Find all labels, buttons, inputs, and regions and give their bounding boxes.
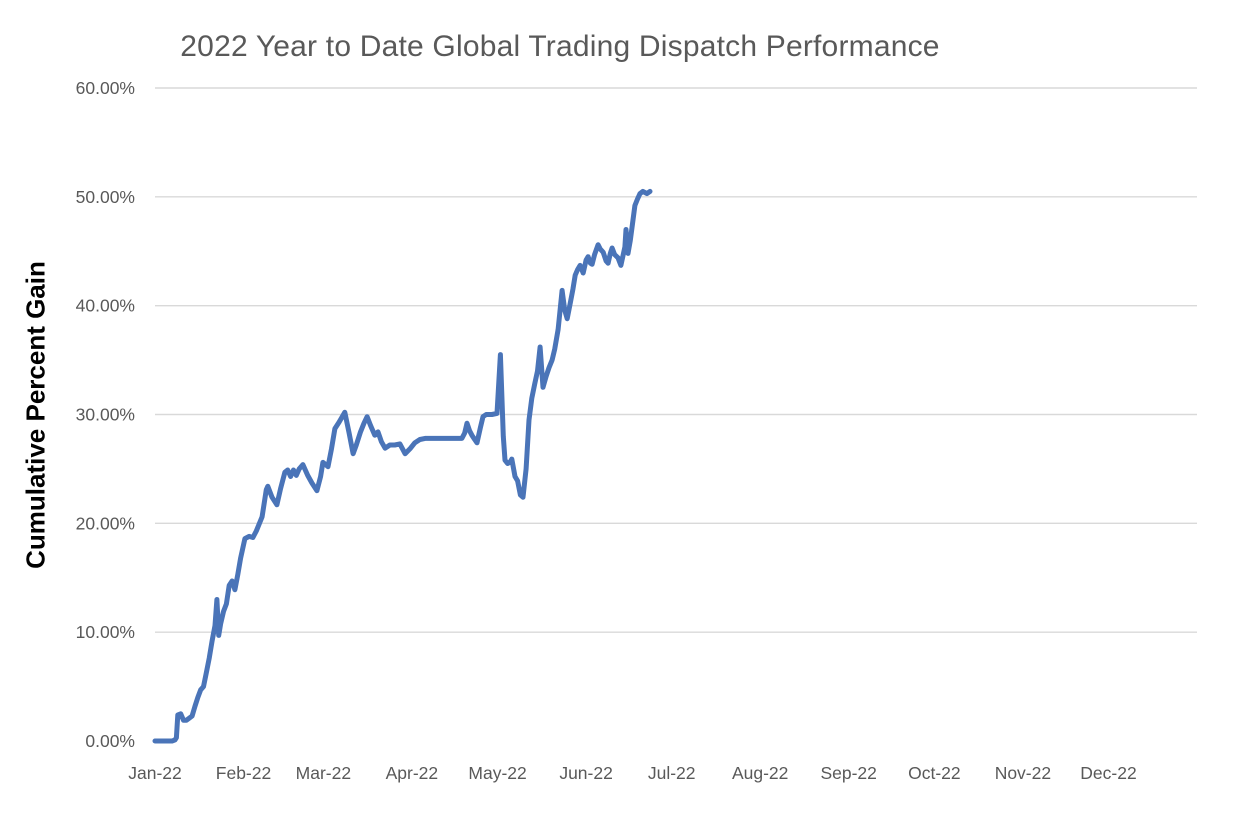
x-tick-label: Dec-22 xyxy=(1080,763,1136,783)
x-tick-label: Sep-22 xyxy=(820,763,876,783)
series-line xyxy=(152,188,653,744)
x-tick-label: Jan-22 xyxy=(128,763,182,783)
x-tick-label: Jul-22 xyxy=(648,763,696,783)
y-tick-label: 40.00% xyxy=(76,296,135,316)
y-tick-label: 10.00% xyxy=(76,622,135,642)
x-tick-label: Oct-22 xyxy=(908,763,961,783)
x-tick-label: Aug-22 xyxy=(732,763,788,783)
x-tick-label: May-22 xyxy=(468,763,526,783)
y-tick-label: 50.00% xyxy=(76,187,135,207)
x-tick-label: Feb-22 xyxy=(216,763,271,783)
y-tick-label: 30.00% xyxy=(76,405,135,425)
x-tick-label: Nov-22 xyxy=(995,763,1051,783)
x-tick-label: Jun-22 xyxy=(559,763,613,783)
x-tick-label: Mar-22 xyxy=(296,763,351,783)
chart-title: 2022 Year to Date Global Trading Dispatc… xyxy=(180,30,940,63)
x-tick-label: Apr-22 xyxy=(386,763,439,783)
y-tick-label: 20.00% xyxy=(76,513,135,533)
y-tick-label: 60.00% xyxy=(76,78,135,98)
y-tick-label: 0.00% xyxy=(85,731,135,751)
